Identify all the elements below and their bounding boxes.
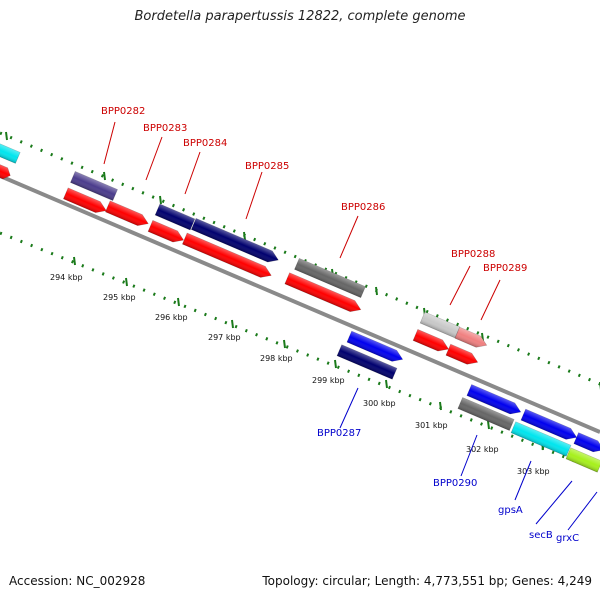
cds-feature: [0, 140, 21, 164]
major-tick: [73, 256, 76, 266]
label-connector: [184, 151, 201, 195]
cds-feature: [457, 397, 515, 431]
topology-info: Topology: circular; Length: 4,773,551 bp…: [262, 574, 592, 588]
cds-feature: [510, 421, 572, 457]
cds-feature: [294, 257, 366, 299]
cds-feature: [182, 232, 272, 278]
scale-tick-label: 295 kbp: [103, 293, 136, 302]
cds-feature: [346, 330, 404, 362]
scale-tick-label: 294 kbp: [50, 273, 83, 282]
scale-labels: 294 kbp 295 kbp 296 kbp 297 kbp 298 kbp 299 k…: [50, 273, 550, 476]
label-connector: [460, 434, 478, 477]
cds-feature: [284, 272, 362, 312]
cds-feature: [0, 162, 11, 180]
label-connector: [449, 265, 471, 306]
cds-feature: [105, 200, 149, 226]
label-connector: [339, 387, 359, 429]
scale-tick-label: 299 kbp: [312, 376, 345, 385]
cds-feature: [454, 326, 488, 348]
gene-label-reverse: grxC: [556, 533, 579, 544]
major-tick: [439, 401, 442, 411]
label-connector: [145, 136, 163, 181]
cds-feature: [466, 384, 522, 415]
gene-label-forward: BPP0285: [245, 161, 289, 172]
scale-ticks: [5, 131, 600, 451]
major-tick: [125, 277, 128, 287]
cds-feature: [573, 432, 600, 453]
map-title: Bordetella parapertussis 12822, complete…: [134, 9, 466, 24]
label-connector: [245, 171, 263, 220]
genome-backbone: [0, 174, 600, 434]
major-tick: [103, 171, 106, 181]
scale-tick-label: 303 kbp: [517, 467, 550, 476]
cds-feature: [520, 408, 578, 440]
cds-feature: [147, 220, 185, 243]
cds-feature: [63, 187, 107, 213]
scale-tick-label: 302 kbp: [466, 445, 499, 454]
gene-label-reverse: secB: [529, 530, 553, 541]
scale-tick-label: 296 kbp: [155, 313, 188, 322]
major-tick: [487, 420, 490, 430]
scale-tick-label: 297 kbp: [208, 333, 241, 342]
label-connector: [567, 491, 598, 531]
gene-label-reverse: BPP0290: [433, 478, 477, 489]
cds-feature: [412, 329, 450, 352]
label-connector: [535, 480, 573, 525]
scale-tick-label: 298 kbp: [260, 354, 293, 363]
major-tick: [385, 379, 388, 389]
cds-feature: [190, 218, 279, 263]
label-connector: [339, 215, 359, 259]
cds-feature: [154, 203, 196, 231]
gene-label-forward: BPP0284: [183, 138, 227, 149]
major-tick: [243, 231, 246, 241]
gene-label-forward: BPP0288: [451, 249, 495, 260]
accession-info: Accession: NC_002928: [9, 574, 146, 588]
gene-label-forward: BPP0283: [143, 123, 187, 134]
major-tick: [159, 195, 162, 205]
gene-label-forward: BPP0289: [483, 263, 527, 274]
label-connector: [514, 460, 532, 501]
scale-tick-label: 300 kbp: [363, 399, 396, 408]
cds-feature: [70, 171, 118, 201]
scale-tick-label: 301 kbp: [415, 421, 448, 430]
major-tick: [5, 131, 8, 141]
cds-feature: [565, 447, 600, 473]
major-tick: [334, 359, 337, 369]
gene-label-reverse: BPP0287: [317, 428, 361, 439]
label-connectors: [103, 121, 598, 531]
gene-features: [0, 140, 600, 473]
gene-label-forward: BPP0286: [341, 202, 385, 213]
label-connector: [103, 121, 116, 165]
cds-feature: [336, 344, 398, 380]
gene-labels: BPP0282 BPP0283 BPP0284 BPP0285 BPP0286 BPP02…: [101, 106, 579, 544]
major-tick: [375, 286, 378, 296]
major-tick: [283, 339, 286, 349]
gene-label-reverse: gpsA: [498, 505, 523, 516]
major-tick: [177, 297, 180, 307]
gene-label-forward: BPP0282: [101, 106, 145, 117]
major-tick: [231, 319, 234, 329]
cds-feature: [445, 343, 479, 365]
label-connector: [480, 279, 501, 321]
